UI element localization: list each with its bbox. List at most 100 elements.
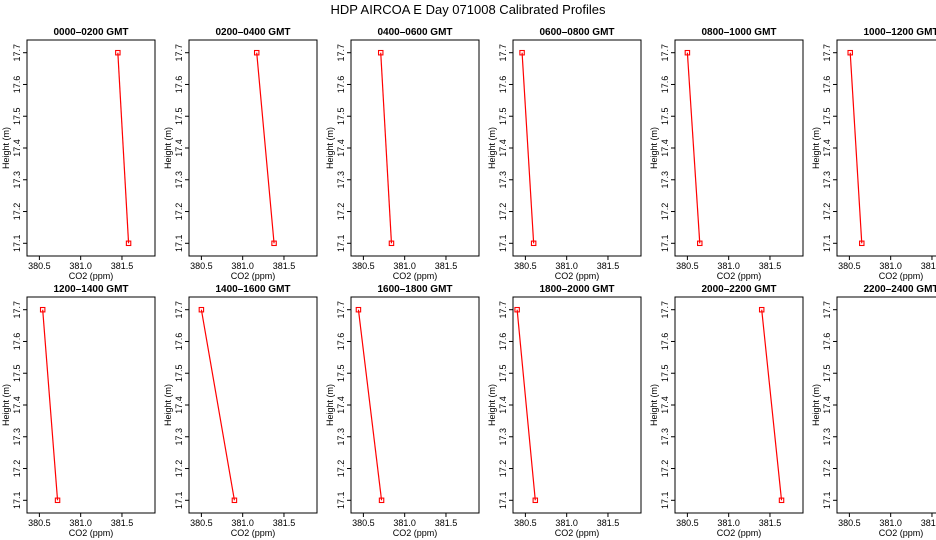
x-tick-label: 381.0 bbox=[879, 261, 902, 271]
panel-title: 1800–2000 GMT bbox=[539, 284, 614, 295]
y-tick-label: 17.5 bbox=[174, 107, 184, 125]
y-tick-label: 17.7 bbox=[174, 44, 184, 62]
y-tick-label: 17.6 bbox=[660, 333, 670, 351]
data-point bbox=[519, 49, 525, 56]
y-tick-label: 17.7 bbox=[12, 301, 22, 319]
y-tick-label: 17.4 bbox=[660, 139, 670, 157]
data-point bbox=[684, 49, 691, 56]
y-tick-label: 17.5 bbox=[174, 364, 184, 382]
y-tick-label: 17.4 bbox=[498, 396, 508, 414]
y-tick-label: 17.2 bbox=[336, 203, 346, 221]
y-tick-label: 17.2 bbox=[12, 203, 22, 221]
x-tick-label: 381.0 bbox=[717, 518, 740, 528]
y-tick-label: 17.4 bbox=[822, 139, 832, 157]
y-tick-label: 17.1 bbox=[498, 492, 508, 510]
y-tick-label: 17.1 bbox=[660, 235, 670, 253]
plot-frame bbox=[674, 296, 804, 514]
y-tick-label: 17.5 bbox=[336, 364, 346, 382]
y-tick-label: 17.2 bbox=[174, 460, 184, 478]
profile-line bbox=[117, 52, 130, 244]
data-point bbox=[377, 49, 384, 56]
y-tick-label: 17.4 bbox=[336, 139, 346, 157]
panel-title: 0000–0200 GMT bbox=[53, 27, 128, 38]
y-tick-label: 17.6 bbox=[336, 76, 346, 94]
panel-6: 1000–1200 GMT 380.5 381.0 381.5 17.1 17.2 17.3… bbox=[811, 27, 936, 281]
y-tick-label: 17.6 bbox=[822, 76, 832, 94]
x-tick-label: 380.5 bbox=[28, 261, 51, 271]
x-tick-label: 381.0 bbox=[555, 261, 578, 271]
x-axis-label: CO2 (ppm) bbox=[231, 528, 276, 538]
panel-9: 1600–1800 GMT 380.5 381.0 381.5 17.1 17.2 17.3… bbox=[325, 284, 480, 538]
data-point bbox=[388, 240, 395, 247]
y-tick-label: 17.4 bbox=[498, 139, 508, 157]
x-tick-label: 380.5 bbox=[352, 518, 375, 528]
y-tick-label: 17.7 bbox=[174, 301, 184, 319]
y-tick-label: 17.7 bbox=[660, 44, 670, 62]
x-tick-label: 380.5 bbox=[838, 518, 861, 528]
y-tick-label: 17.2 bbox=[498, 460, 508, 478]
y-tick-label: 17.2 bbox=[822, 203, 832, 221]
data-point bbox=[271, 240, 277, 247]
y-tick-label: 17.4 bbox=[660, 396, 670, 414]
x-tick-label: 380.5 bbox=[28, 518, 51, 528]
y-tick-label: 17.4 bbox=[12, 139, 22, 157]
plot-frame bbox=[350, 39, 480, 257]
data-point bbox=[54, 497, 61, 504]
x-tick-label: 381.5 bbox=[111, 261, 134, 271]
profile-line bbox=[761, 309, 783, 501]
figure-title: HDP AIRCOA E Day 071008 Calibrated Profi… bbox=[330, 2, 606, 17]
y-tick-label: 17.2 bbox=[12, 460, 22, 478]
panel-title: 0200–0400 GMT bbox=[215, 27, 290, 38]
data-point bbox=[530, 240, 537, 247]
x-tick-label: 381.5 bbox=[111, 518, 134, 528]
data-point bbox=[847, 49, 853, 56]
y-tick-label: 17.7 bbox=[336, 301, 346, 319]
data-point bbox=[125, 240, 132, 247]
y-tick-label: 17.3 bbox=[822, 171, 832, 189]
x-axis-label: CO2 (ppm) bbox=[69, 528, 114, 538]
x-axis-label: CO2 (ppm) bbox=[393, 271, 438, 281]
y-tick-label: 17.5 bbox=[12, 364, 22, 382]
x-tick-label: 381.5 bbox=[759, 261, 782, 271]
y-tick-label: 17.5 bbox=[498, 364, 508, 382]
y-axis-label: Height (m) bbox=[649, 127, 659, 169]
y-axis-label: Height (m) bbox=[487, 384, 497, 426]
y-tick-label: 17.2 bbox=[660, 460, 670, 478]
y-tick-label: 17.7 bbox=[498, 301, 508, 319]
y-tick-label: 17.2 bbox=[498, 203, 508, 221]
profile-line bbox=[521, 52, 535, 244]
y-tick-label: 17.1 bbox=[12, 492, 22, 510]
y-tick-label: 17.3 bbox=[336, 171, 346, 189]
x-tick-label: 380.5 bbox=[676, 518, 699, 528]
panel-title: 2200–2400 GMT bbox=[863, 284, 936, 295]
panel-title: 0400–0600 GMT bbox=[377, 27, 452, 38]
x-axis-label: CO2 (ppm) bbox=[555, 528, 600, 538]
y-tick-label: 17.1 bbox=[174, 492, 184, 510]
y-tick-label: 17.3 bbox=[498, 171, 508, 189]
profile-line bbox=[200, 309, 236, 501]
y-tick-label: 17.4 bbox=[174, 139, 184, 157]
x-tick-label: 381.0 bbox=[717, 261, 740, 271]
y-tick-label: 17.3 bbox=[12, 428, 22, 446]
y-tick-label: 17.4 bbox=[336, 396, 346, 414]
y-tick-label: 17.6 bbox=[498, 333, 508, 351]
y-tick-label: 17.2 bbox=[336, 460, 346, 478]
panel-title: 1600–1800 GMT bbox=[377, 284, 452, 295]
x-axis-label: CO2 (ppm) bbox=[717, 271, 762, 281]
panel-1: 0000–0200 GMT 380.5 381.0 381.5 17.1 17.2 17.3… bbox=[1, 27, 156, 281]
x-axis-label: CO2 (ppm) bbox=[717, 528, 762, 538]
x-tick-label: 381.5 bbox=[921, 518, 936, 528]
panel-12: 2200–2400 GMT 380.5 381.0 381.5 17.1 17.2 17.3… bbox=[811, 284, 936, 538]
y-tick-label: 17.3 bbox=[822, 428, 832, 446]
data-point bbox=[778, 497, 785, 504]
panel-title: 0800–1000 GMT bbox=[701, 27, 776, 38]
y-tick-label: 17.6 bbox=[174, 76, 184, 94]
y-tick-label: 17.6 bbox=[12, 76, 22, 94]
y-tick-label: 17.6 bbox=[660, 76, 670, 94]
x-tick-label: 381.5 bbox=[921, 261, 936, 271]
x-axis-label: CO2 (ppm) bbox=[69, 271, 114, 281]
y-tick-label: 17.5 bbox=[336, 107, 346, 125]
panel-title: 1400–1600 GMT bbox=[215, 284, 290, 295]
y-tick-label: 17.7 bbox=[336, 44, 346, 62]
